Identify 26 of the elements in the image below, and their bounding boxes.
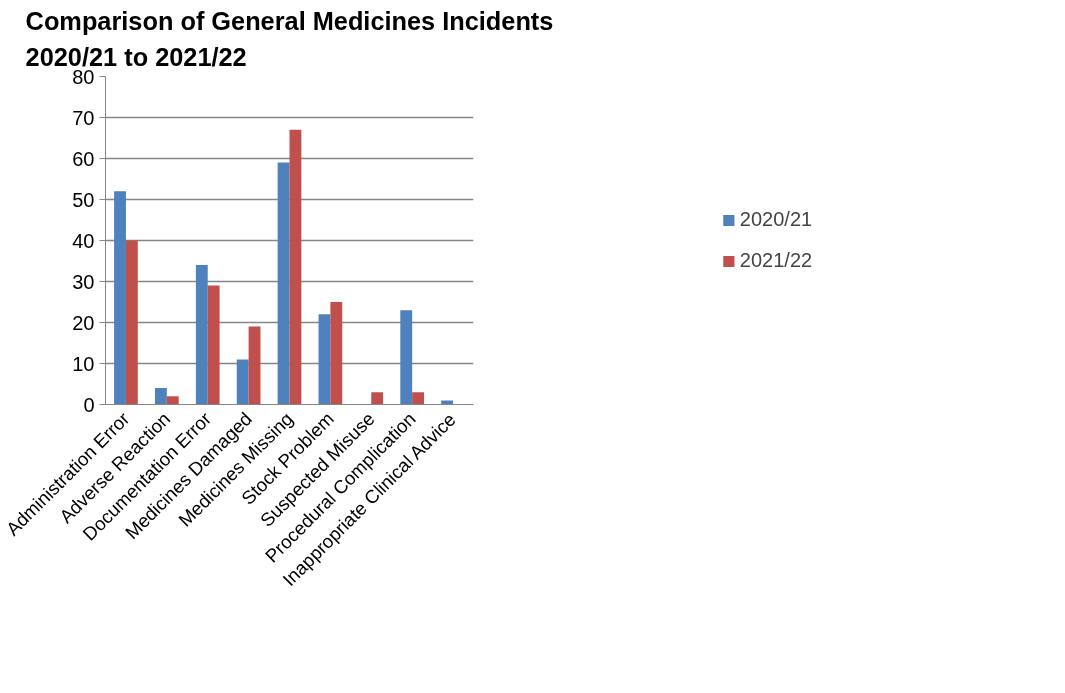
legend-label: 2021/22 <box>739 249 813 272</box>
y-tick-label: 30 <box>72 270 95 293</box>
bar <box>248 326 261 405</box>
bar <box>207 285 220 405</box>
y-tick-label: 20 <box>72 311 95 334</box>
bar <box>154 388 167 405</box>
y-tick-label: 0 <box>83 393 95 416</box>
bar <box>114 191 126 405</box>
y-tick-label: 60 <box>72 147 95 170</box>
y-tick-label: 70 <box>72 106 95 129</box>
bar <box>277 162 290 405</box>
bar <box>125 240 138 405</box>
bar <box>289 129 302 405</box>
bar <box>330 302 343 405</box>
bar <box>318 314 331 405</box>
legend-label: 2020/21 <box>739 208 813 231</box>
y-tick-label: 40 <box>72 229 95 252</box>
bar <box>441 400 454 405</box>
y-tick-label: 10 <box>72 352 95 375</box>
bar <box>371 392 384 405</box>
bar <box>166 396 179 405</box>
y-tick-label: 50 <box>72 188 95 211</box>
bar <box>400 310 413 405</box>
bar <box>412 392 425 405</box>
bar <box>236 359 249 405</box>
bar <box>195 265 208 405</box>
